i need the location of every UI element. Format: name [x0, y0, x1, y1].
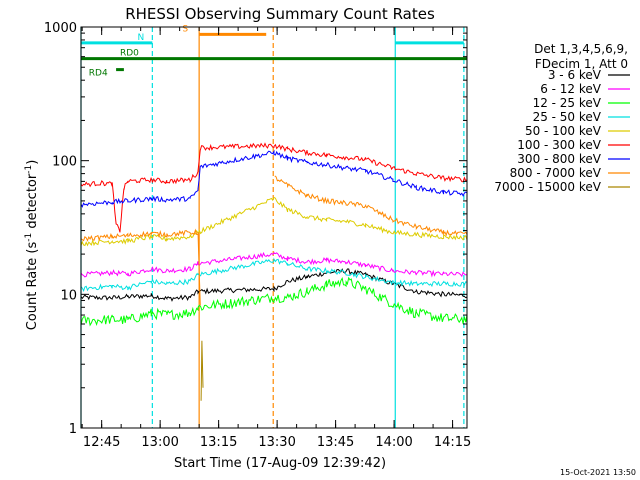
series-line-2-0 [80, 276, 468, 327]
series-800-7000-kev [80, 175, 468, 306]
series-6-12-kev [80, 251, 468, 278]
series-line-4-0 [80, 197, 468, 247]
series-100-300-kev [80, 142, 468, 233]
x-tick-label-0: 12:45 [83, 435, 120, 450]
legend-label-8: 7000 - 15000 keV [494, 180, 601, 194]
flag-label-4: RD4 [89, 69, 108, 79]
series-12-25-kev [80, 276, 468, 327]
y-axis-label: Count Rate (s-1 detector-1) [24, 160, 40, 331]
legend: Det 1,3,4,5,6,9,FDecim 1, Att 03 - 6 keV… [494, 42, 630, 194]
x-tick-label-4: 13:45 [317, 435, 354, 450]
series-line-3-0 [80, 257, 468, 292]
legend-label-0: 3 - 6 keV [548, 68, 602, 82]
flag-label-2: S [182, 24, 188, 34]
legend-header-1: FDecim 1, Att 0 [535, 57, 628, 71]
y-tick-label-3: 1000 [44, 21, 77, 36]
legend-label-7: 800 - 7000 keV [510, 166, 602, 180]
x-tick-label-3: 13:30 [258, 435, 295, 450]
series-line-5-0 [80, 142, 468, 233]
series-line-1-0 [80, 251, 468, 278]
chart-title: RHESSI Observing Summary Count Rates [125, 5, 435, 23]
legend-header-0: Det 1,3,4,5,6,9, [534, 42, 628, 56]
legend-label-4: 50 - 100 keV [525, 124, 602, 138]
x-axis-label: Start Time (17-Aug-09 12:39:42) [174, 456, 386, 471]
legend-label-6: 300 - 800 keV [517, 152, 601, 166]
series-line-7-0 [80, 228, 201, 306]
axes: 1 10 100 1000 12:45 13:00 13:15 13:30 13:45 14:00… [44, 21, 471, 450]
y-tick-label-0: 1 [69, 422, 77, 437]
y-tick-label-1: 10 [60, 288, 77, 303]
x-tick-label-5: 14:00 [375, 435, 412, 450]
legend-label-3: 25 - 50 keV [533, 110, 602, 124]
series-line-7-1 [274, 175, 468, 237]
series-line-8-0 [200, 340, 204, 401]
flag-label-0: N [138, 33, 145, 43]
series-25-50-kev [80, 257, 468, 292]
y-tick-label-2: 100 [52, 155, 77, 170]
plot-frame [80, 26, 468, 429]
series-line-6-0 [80, 149, 468, 208]
plot-area: N S RD0 RD4 [80, 24, 468, 428]
series-50-100-kev [80, 197, 468, 247]
flag-label-3: RD0 [120, 49, 139, 59]
legend-label-2: 12 - 25 keV [533, 96, 602, 110]
legend-label-1: 6 - 12 keV [540, 82, 602, 96]
x-tick-label-1: 13:00 [141, 435, 178, 450]
series-300-800-kev [80, 149, 468, 208]
legend-label-5: 100 - 300 keV [517, 138, 601, 152]
timestamp: 15-Oct-2021 13:50 [560, 468, 636, 477]
x-tick-label-6: 14:15 [434, 435, 471, 450]
series-7000-15000-kev [200, 340, 204, 401]
x-tick-label-2: 13:15 [200, 435, 237, 450]
